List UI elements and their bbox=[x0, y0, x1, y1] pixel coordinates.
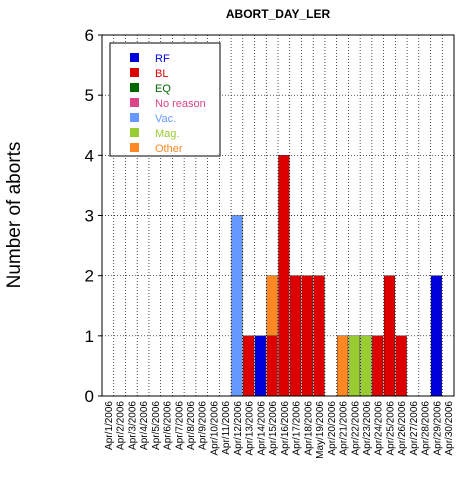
legend-swatch bbox=[130, 113, 139, 122]
x-tick-label: Apr/18/2006 bbox=[303, 401, 314, 456]
x-tick-label: Apr/27/2006 bbox=[409, 401, 420, 456]
bar-mag- bbox=[360, 335, 372, 397]
x-tick-label: Apr/3/2006 bbox=[127, 401, 138, 450]
x-tick-label: Apr/2/2006 bbox=[116, 401, 127, 450]
x-tick-label: Apr/14/2006 bbox=[256, 401, 267, 456]
y-tick-label: 0 bbox=[85, 387, 94, 406]
y-axis-label: Number of aborts bbox=[4, 142, 25, 289]
x-tick-label: Apr/21/2006 bbox=[339, 401, 350, 456]
legend-label: RF bbox=[155, 53, 170, 65]
chart-title: ABORT_DAY_LER bbox=[226, 7, 331, 21]
bar-bl bbox=[290, 275, 302, 397]
x-tick-label: Apr/13/2006 bbox=[245, 401, 256, 456]
legend-swatch bbox=[130, 83, 139, 92]
legend: RF BL EQ No reason Vac. Mag. Other bbox=[109, 42, 221, 157]
x-tick-label: Apr/10/2006 bbox=[209, 401, 220, 456]
x-tick-label: Apr/15/2006 bbox=[268, 401, 279, 456]
x-tick-label: Apr/29/2006 bbox=[432, 401, 443, 456]
x-tick-label: Apr/22/2006 bbox=[350, 401, 361, 456]
bar-bl bbox=[395, 335, 407, 397]
bar-mag- bbox=[348, 335, 360, 397]
bar-vac- bbox=[231, 215, 243, 397]
bar-bl bbox=[372, 335, 384, 397]
y-tick-label: 3 bbox=[85, 207, 94, 226]
legend-swatch bbox=[130, 128, 139, 137]
x-tick-label: Apr/16/2006 bbox=[280, 401, 291, 456]
legend-swatch bbox=[130, 143, 139, 152]
bar-bl bbox=[313, 275, 325, 397]
bar-other bbox=[337, 335, 349, 397]
bar-bl bbox=[266, 335, 278, 397]
x-tick-label: Apr/26/2006 bbox=[397, 401, 408, 456]
x-tick-label: May/19/2006 bbox=[315, 401, 326, 459]
legend-label: Vac. bbox=[155, 113, 176, 125]
legend-swatch bbox=[130, 53, 139, 62]
x-tick-label: Apr/11/2006 bbox=[221, 401, 232, 455]
legend-swatch bbox=[130, 68, 139, 77]
bar-rf bbox=[430, 275, 442, 397]
plot-border bbox=[101, 34, 455, 397]
legend-box bbox=[109, 42, 221, 157]
legend-label: No reason bbox=[155, 98, 206, 110]
x-tick-label: Apr/4/2006 bbox=[139, 401, 150, 450]
x-tick-label: Apr/12/2006 bbox=[233, 401, 244, 456]
y-tick-label: 6 bbox=[85, 26, 94, 45]
x-tick-label: Apr/5/2006 bbox=[151, 401, 162, 450]
x-tick-label: Apr/7/2006 bbox=[174, 401, 185, 450]
x-tick-label: Apr/25/2006 bbox=[385, 401, 396, 456]
x-tick-label: Apr/8/2006 bbox=[186, 401, 197, 450]
legend-swatch bbox=[130, 98, 139, 107]
legend-label: Other bbox=[155, 143, 183, 155]
x-tick-label: Apr/9/2006 bbox=[198, 401, 209, 450]
x-tick-label: Apr/23/2006 bbox=[362, 401, 373, 456]
x-tick-label: Apr/30/2006 bbox=[444, 401, 455, 456]
bar-other bbox=[266, 275, 278, 336]
y-tick-label: 1 bbox=[85, 327, 94, 346]
y-tick-label: 2 bbox=[85, 267, 94, 286]
legend-label: Mag. bbox=[155, 128, 179, 140]
bar-bl bbox=[278, 155, 290, 397]
x-tick-label: Apr/24/2006 bbox=[374, 401, 385, 456]
x-tick-label: Apr/17/2006 bbox=[292, 401, 303, 456]
y-tick-label: 4 bbox=[85, 146, 94, 165]
bar-bl bbox=[301, 275, 313, 397]
x-tick-label: Apr/6/2006 bbox=[163, 401, 174, 450]
bar-bl bbox=[383, 275, 395, 397]
y-tick-label: 5 bbox=[85, 86, 94, 105]
x-tick-label: Apr/28/2006 bbox=[421, 401, 432, 456]
legend-label: EQ bbox=[155, 83, 171, 95]
x-tick-label: Apr/1/2006 bbox=[104, 401, 115, 450]
bar-bl bbox=[243, 335, 255, 397]
x-tick-label: Apr/20/2006 bbox=[327, 401, 338, 456]
legend-label: BL bbox=[155, 68, 168, 80]
bar-rf bbox=[254, 335, 266, 397]
